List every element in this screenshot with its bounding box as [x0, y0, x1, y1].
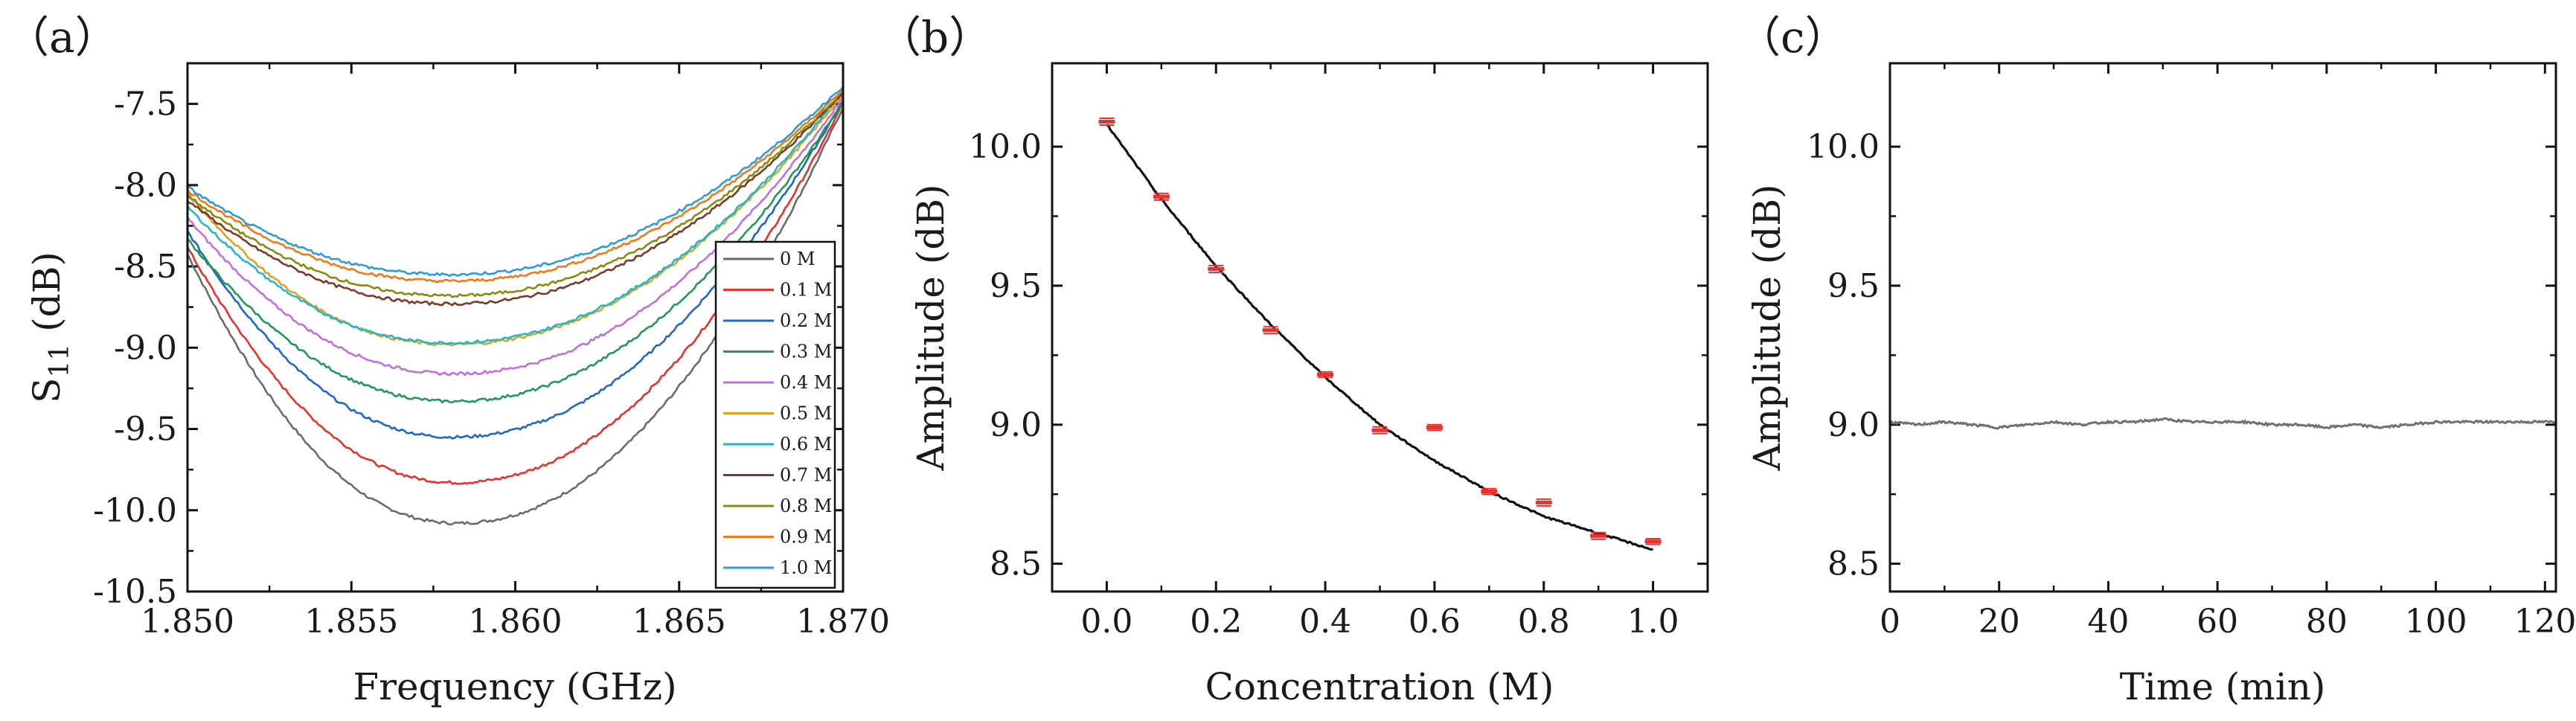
- panel-c: （c） 0 20 40 60 80 100 120 8.5 9.0 9.5 10.0 Time (…: [1737, 12, 2576, 708]
- panel-a-y-tick-label: -7.5: [114, 86, 177, 124]
- panel-b-x-tick-label: 1.0: [1627, 603, 1679, 641]
- panel-label-b: （b）: [878, 12, 992, 63]
- panel-a-y-tick-label: -8.0: [114, 167, 177, 205]
- panel-label-a: （a）: [6, 12, 118, 63]
- panel-a-x-tick-label: 1.865: [632, 603, 726, 641]
- amplitude-time-line: [1889, 417, 2557, 430]
- panel-b-fit-curve: [1106, 124, 1653, 551]
- panel-a-legend-box: [714, 240, 836, 589]
- panel-a-y-tick-label: -10.5: [93, 573, 177, 611]
- panel-c-x-tick-label: 0: [1880, 603, 1900, 641]
- panel-b-ticks: [1052, 63, 1708, 592]
- panel-b-frame: [1051, 62, 1709, 593]
- legend-label: 0.3 M: [780, 342, 832, 362]
- series-line-0-6M: [186, 89, 845, 345]
- panel-a-x-axis-title: Frequency (GHz): [353, 665, 676, 708]
- panel-b-y-tick-label: 9.5: [990, 267, 1042, 305]
- panel-a-x-tick-labels: 1.850 1.855 1.860 1.865 1.870: [141, 603, 890, 641]
- panel-b-x-tick-label: 0.8: [1518, 603, 1570, 641]
- panel-c-x-tick-label: 20: [1979, 603, 2020, 641]
- panel-b-data-points: [1098, 117, 1662, 545]
- panel-a-y-tick-label: -10.0: [93, 492, 177, 530]
- panel-b-x-tick-label: 0.6: [1409, 603, 1461, 641]
- series-line-0-9M: [186, 87, 845, 283]
- legend-label: 1.0 M: [780, 557, 832, 578]
- legend-label: 0.2 M: [780, 310, 832, 331]
- panel-b: （b） 0.0 0.2 0.4 0.6 0.8 1.0 8.5 9.0 9.5 10.0 Con…: [878, 12, 1709, 708]
- legend-label: 0.1 M: [780, 280, 832, 301]
- panel-b-y-tick-label: 8.5: [990, 545, 1042, 583]
- panel-a-x-tick-label: 1.870: [796, 603, 890, 641]
- panel-c-y-axis-title: Amplitude (dB): [1746, 184, 1789, 471]
- panel-b-x-tick-labels: 0.0 0.2 0.4 0.6 0.8 1.0: [1080, 603, 1679, 641]
- panel-b-x-tick-label: 0.2: [1190, 603, 1242, 641]
- legend-label: 0.4 M: [780, 372, 832, 393]
- legend-label: 0.5 M: [780, 403, 832, 424]
- legend-label: 0.6 M: [780, 434, 832, 455]
- fit-curve-line: [1106, 124, 1653, 551]
- series-line-1-0M: [187, 86, 844, 278]
- panel-c-frame: [1888, 62, 2557, 593]
- legend-label: 0.9 M: [780, 527, 832, 548]
- panel-c-x-tick-label: 80: [2306, 603, 2348, 641]
- panel-b-x-tick-label: 0.4: [1299, 603, 1351, 641]
- panel-a-y-tick-label: -8.5: [114, 248, 177, 286]
- panel-a-legend: 0 M 0.1 M 0.2 M 0.3 M 0.4 M 0.5 M 0.6 M 0.7 M 0.…: [714, 240, 836, 589]
- legend-label: 0.7 M: [780, 465, 832, 486]
- series-line-0-4M: [186, 95, 845, 376]
- panel-c-x-tick-label: 100: [2405, 603, 2467, 641]
- panel-a: （a） 1.850 1.855 1.860 1.865 1.870 -10.5 -10.0…: [6, 12, 890, 708]
- panel-c-series: [1889, 417, 2557, 430]
- legend-label: 0 M: [780, 249, 815, 269]
- panel-c-x-tick-label: 60: [2197, 603, 2238, 641]
- panel-c-y-tick-label: 9.5: [1827, 267, 1880, 305]
- panel-c-ticks: [1888, 63, 2556, 592]
- series-line-0-7M: [187, 92, 844, 307]
- panel-c-y-tick-label: 8.5: [1827, 545, 1880, 583]
- panel-c-x-tick-label: 120: [2513, 603, 2576, 641]
- panel-b-y-axis-title: Amplitude (dB): [909, 184, 952, 471]
- legend-label: 0.8 M: [780, 496, 832, 516]
- panel-c-y-tick-label: 10.0: [1807, 128, 1880, 166]
- panel-a-frame: [186, 62, 845, 593]
- panel-b-y-tick-labels: 8.5 9.0 9.5 10.0: [969, 128, 1042, 583]
- panel-c-x-axis-title: Time (min): [2120, 665, 2326, 708]
- panel-a-x-tick-label: 1.850: [141, 603, 234, 641]
- series-line-0-5M: [187, 92, 845, 347]
- panel-b-y-tick-label: 9.0: [990, 406, 1042, 444]
- series-line-0-8M: [186, 90, 844, 298]
- panel-c-y-tick-labels: 8.5 9.0 9.5 10.0: [1807, 128, 1880, 583]
- panel-c-x-tick-label: 40: [2087, 603, 2129, 641]
- panel-a-y-tick-label: -9.0: [114, 329, 177, 367]
- panel-label-c: （c）: [1737, 12, 1848, 63]
- panel-a-y-axis-title: S11 (dB): [25, 251, 75, 403]
- panel-a-x-tick-label: 1.860: [469, 603, 563, 641]
- panel-c-y-tick-label: 9.0: [1827, 406, 1880, 444]
- panel-b-y-tick-label: 10.0: [969, 128, 1042, 166]
- panel-b-x-axis-title: Concentration (M): [1205, 665, 1554, 708]
- panel-b-x-tick-label: 0.0: [1080, 603, 1132, 641]
- panel-c-x-tick-labels: 0 20 40 60 80 100 120: [1880, 603, 2576, 641]
- panel-a-x-tick-label: 1.855: [304, 603, 398, 641]
- panel-a-y-tick-label: -9.5: [114, 411, 177, 449]
- panel-a-y-tick-labels: -10.5 -10.0 -9.5 -9.0 -8.5 -8.0 -7.5: [93, 86, 177, 611]
